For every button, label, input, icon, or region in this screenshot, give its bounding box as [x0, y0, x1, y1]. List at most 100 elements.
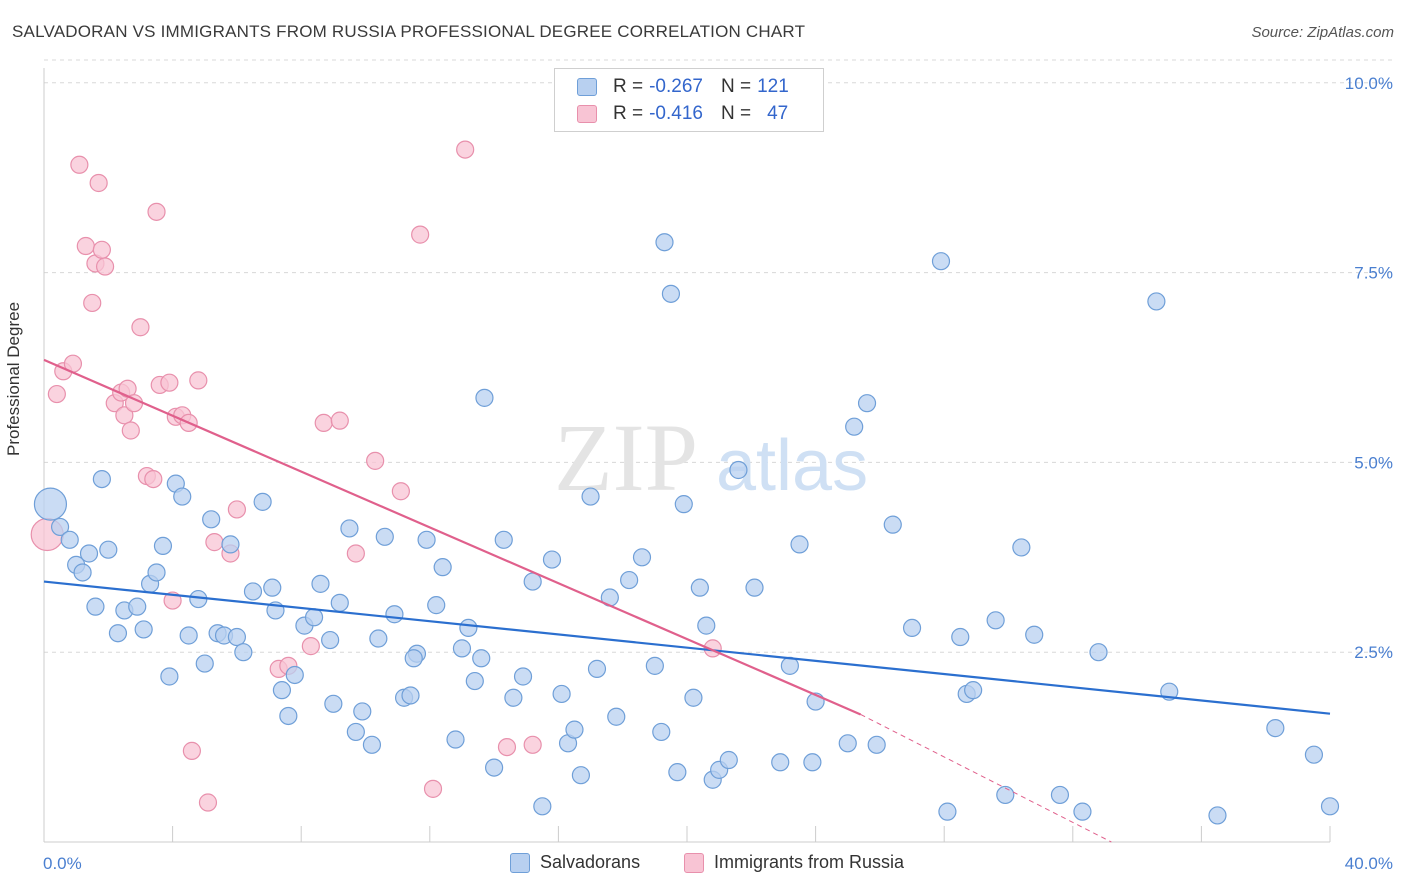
data-point — [346, 544, 365, 563]
data-point — [79, 544, 99, 563]
data-point — [423, 779, 443, 798]
legend-n-label: N = — [720, 76, 752, 97]
data-point — [76, 236, 95, 256]
source-label: Source: ZipAtlas.com — [1251, 24, 1394, 41]
data-point — [401, 686, 420, 705]
data-point — [446, 730, 465, 749]
data-point — [883, 515, 902, 534]
data-point — [684, 688, 703, 707]
data-point — [86, 597, 105, 616]
data-point — [179, 626, 198, 645]
data-point — [645, 656, 664, 675]
data-point — [845, 417, 864, 436]
legend-r-value: -0.416 — [649, 103, 703, 124]
data-point — [33, 487, 68, 521]
data-point — [115, 406, 134, 425]
legend-n-value: 47 — [767, 103, 789, 124]
data-point — [1012, 538, 1031, 557]
legend-r-label: R = — [613, 76, 644, 97]
y-tick-label: 2.5% — [1354, 643, 1393, 662]
data-point — [542, 550, 562, 569]
data-point — [70, 155, 89, 174]
data-point — [485, 758, 504, 777]
bottom-legend-salvadorans: Salvadorans — [510, 852, 640, 873]
data-point — [745, 578, 764, 597]
data-point — [1050, 785, 1070, 805]
data-point — [1073, 802, 1092, 821]
data-point — [652, 722, 671, 742]
bottom-legend-label: Salvadorans — [540, 852, 641, 872]
gridlines — [44, 59, 1393, 653]
bottom-legend-swatch-pink — [684, 852, 704, 873]
data-point — [279, 706, 298, 726]
data-point — [857, 394, 877, 413]
data-point — [263, 578, 282, 597]
data-point — [198, 793, 218, 812]
data-point — [202, 510, 221, 529]
x-min-label: 0.0% — [43, 854, 82, 873]
data-point — [417, 530, 436, 549]
data-point — [285, 665, 304, 685]
data-point — [128, 597, 147, 616]
data-point — [1089, 643, 1108, 662]
data-point — [314, 413, 333, 433]
y-tick-labels: 10.0% 7.5% 5.0% 2.5% — [1345, 74, 1393, 662]
data-point — [523, 735, 542, 754]
data-point — [1025, 625, 1044, 644]
data-point — [427, 596, 446, 615]
legend-row-russia: R = -0.416 N = 47 — [577, 101, 788, 127]
data-point — [1320, 797, 1340, 816]
data-point — [465, 671, 484, 691]
data-point — [147, 202, 166, 221]
data-point — [253, 492, 272, 511]
data-point — [533, 797, 552, 816]
data-point — [134, 620, 153, 639]
data-point — [311, 574, 330, 593]
data-point — [552, 684, 571, 704]
data-point — [411, 225, 430, 244]
chart-title: SALVADORAN VS IMMIGRANTS FROM RUSSIA PRO… — [12, 22, 806, 41]
data-point — [996, 785, 1015, 805]
data-point — [513, 667, 533, 686]
data-point — [369, 629, 388, 648]
y-tick-label: 10.0% — [1345, 74, 1393, 93]
data-point — [607, 707, 626, 726]
data-point — [391, 482, 410, 501]
data-point — [697, 616, 716, 635]
data-point — [719, 750, 738, 770]
data-point — [655, 233, 674, 252]
data-point — [353, 702, 372, 721]
series-immigrants-from-russia — [30, 140, 722, 812]
data-point — [99, 540, 118, 559]
trendlines — [43, 358, 1331, 843]
legend-r-label: R = — [613, 103, 644, 124]
data-point — [144, 469, 163, 489]
data-point — [362, 735, 382, 754]
trendline-salvadorans — [43, 580, 1331, 715]
data-point — [346, 722, 365, 742]
bottom-legend-label: Immigrants from Russia — [714, 852, 905, 872]
data-point — [205, 533, 224, 552]
data-point — [790, 535, 809, 554]
data-point — [587, 659, 607, 678]
data-point — [330, 593, 349, 612]
data-point — [221, 535, 240, 554]
data-point — [340, 519, 359, 538]
data-point — [92, 469, 111, 489]
data-point — [494, 530, 513, 549]
data-point — [195, 654, 214, 673]
data-point — [581, 487, 600, 506]
data-point — [565, 720, 584, 739]
legend: R = -0.267 N = 121 R = -0.416 N = 47 — [554, 68, 824, 132]
data-point — [456, 140, 475, 159]
legend-swatch-blue — [577, 78, 597, 96]
data-point — [301, 637, 320, 656]
data-point — [173, 487, 192, 506]
data-point — [838, 734, 857, 753]
data-point — [160, 667, 179, 686]
data-point — [986, 611, 1005, 630]
data-point — [661, 284, 681, 303]
data-point — [452, 639, 472, 658]
data-point — [668, 763, 687, 782]
